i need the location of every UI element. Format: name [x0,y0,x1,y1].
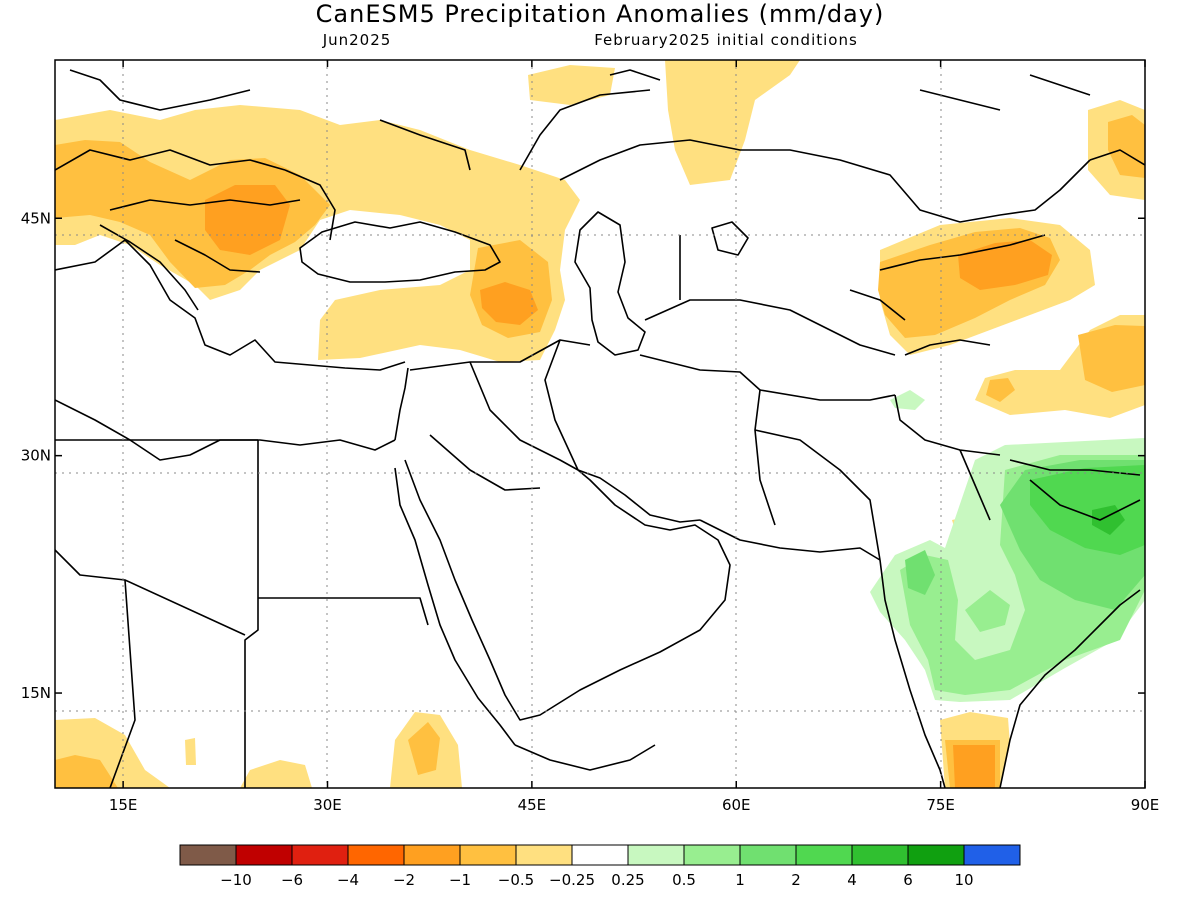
colorbar-swatch [851,844,909,866]
latitude-axis: 45N 30N 15N [21,209,1145,702]
lon-tick-label: 75E [926,796,955,814]
colorbar-swatch [963,844,1021,866]
colorbar-swatch [403,844,461,866]
colorbar-label: −0.25 [549,871,595,889]
colorbar-label: 4 [847,871,857,889]
map-panel [55,60,1145,788]
dry-anomaly-strong-regions [205,185,1052,788]
colorbar-label: −1 [449,871,471,889]
colorbar-label: −10 [220,871,252,889]
colorbar-swatch [907,844,965,866]
colorbar-swatch [291,844,349,866]
lat-tick-label: 30N [21,447,51,465]
forecast-month: Jun2025 [322,31,392,49]
lon-tick-label: 60E [722,796,751,814]
colorbar-swatch [627,844,685,866]
colorbar-swatch [347,844,405,866]
map-title: CanESM5 Precipitation Anomalies (mm/day) [316,0,885,28]
colorbar-swatch [683,844,741,866]
longitude-axis: 15E 30E 45E 60E 75E 90E [109,60,1159,814]
lon-tick-label: 30E [313,796,342,814]
colorbar-swatch [795,844,853,866]
lon-tick-label: 90E [1131,796,1160,814]
colorbar-label: −0.5 [498,871,534,889]
colorbar-label: 10 [954,871,973,889]
colorbar-swatch [459,844,517,866]
colorbar-swatch [515,844,573,866]
wet-anomaly-very-strong-regions [1030,465,1145,555]
lat-tick-label: 15N [21,684,51,702]
colorbar: −10 −6 −4 −2 −1 −0.5 −0.25 0.25 0.5 1 2 4 6 10 [179,844,1021,889]
colorbar-label: 0.5 [672,871,696,889]
colorbar-label: 1 [735,871,745,889]
lon-tick-label: 45E [518,796,547,814]
colorbar-swatch [571,844,629,866]
colorbar-label: −2 [393,871,415,889]
lat-tick-label: 45N [21,209,51,227]
colorbar-label: −6 [281,871,303,889]
colorbar-label: −4 [337,871,359,889]
colorbar-label: 6 [903,871,913,889]
map-frame [54,59,1146,789]
colorbar-swatch [739,844,797,866]
coastlines-and-borders [55,69,1145,788]
colorbar-swatch [235,844,293,866]
colorbar-swatch [179,844,237,866]
graticule [55,60,1145,788]
colorbar-label: 2 [791,871,801,889]
initial-conditions: February2025 initial conditions [594,31,858,49]
colorbar-label: 0.25 [611,871,644,889]
lon-tick-label: 15E [109,796,138,814]
